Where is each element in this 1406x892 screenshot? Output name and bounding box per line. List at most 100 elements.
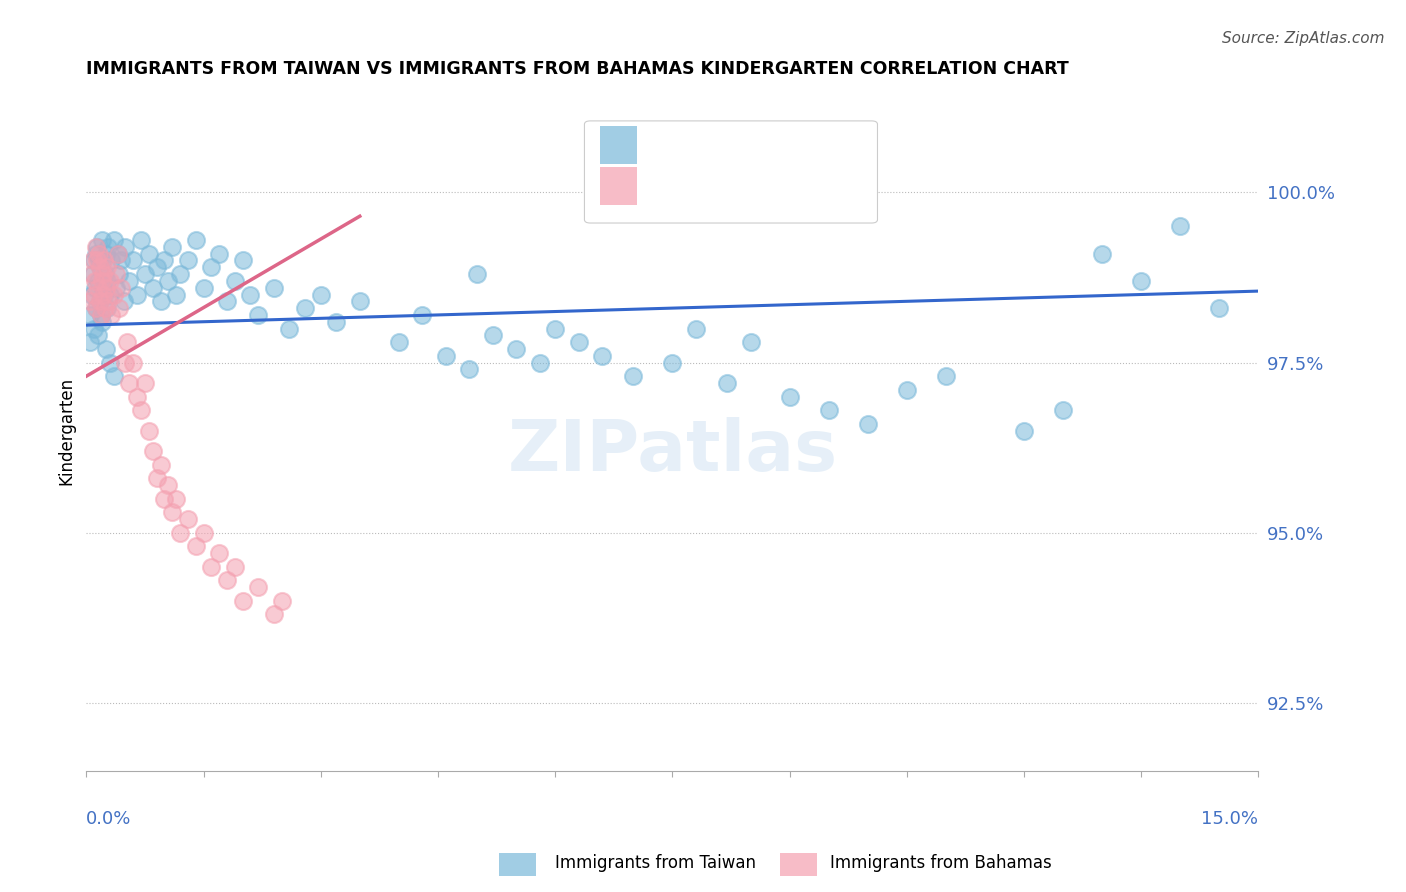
Text: Immigrants from Taiwan: Immigrants from Taiwan (555, 855, 756, 872)
Point (716, 376, 738, 390)
Bar (600, 167, 637, 204)
Point (125, 390, 148, 404)
Point (98, 287, 121, 301)
Point (162, 505, 184, 519)
Point (134, 267, 156, 281)
Point (91, 287, 114, 301)
Point (108, 267, 131, 281)
Point (114, 240, 136, 254)
Point (200, 559, 222, 574)
Text: 0.0%: 0.0% (86, 810, 132, 828)
Point (740, 335, 762, 350)
Point (83, 281, 105, 295)
Text: R = 0.032   N = 93: R = 0.032 N = 93 (647, 135, 804, 153)
Point (247, 580, 270, 594)
Point (165, 491, 187, 506)
Point (153, 253, 176, 268)
Point (177, 253, 200, 268)
Point (89, 260, 111, 275)
Point (621, 369, 644, 384)
Point (97, 240, 120, 254)
Point (935, 369, 957, 384)
Text: 15.0%: 15.0% (1201, 810, 1258, 828)
Point (411, 308, 433, 322)
Point (90, 308, 112, 322)
Point (896, 383, 918, 397)
Point (94, 301, 117, 315)
Point (481, 328, 503, 343)
Point (114, 355, 136, 369)
Point (82, 253, 104, 268)
Point (89, 260, 111, 275)
Point (118, 274, 141, 288)
Point (388, 335, 411, 350)
Point (98, 355, 121, 369)
Point (215, 574, 238, 588)
Point (87, 253, 110, 268)
Point (107, 246, 129, 260)
Point (1168, 219, 1191, 234)
Point (149, 294, 172, 309)
Point (200, 260, 222, 275)
Point (112, 294, 135, 309)
Point (100, 253, 122, 268)
Point (110, 281, 132, 295)
Point (90, 233, 112, 247)
Point (79, 335, 101, 350)
Point (89, 294, 111, 309)
Point (93, 253, 115, 268)
Point (98, 274, 121, 288)
Point (87, 246, 110, 260)
Point (96, 274, 118, 288)
Point (115, 335, 138, 350)
Point (94, 246, 117, 260)
Point (104, 267, 127, 281)
Point (685, 321, 707, 335)
Point (505, 342, 527, 356)
Point (153, 491, 176, 506)
Point (97, 294, 120, 309)
Point (142, 281, 165, 295)
Point (145, 260, 167, 275)
Point (224, 559, 246, 574)
Point (309, 287, 332, 301)
Bar (600, 127, 637, 164)
Point (86, 301, 108, 315)
Point (1012, 424, 1035, 438)
Point (1052, 403, 1074, 417)
Point (83, 274, 105, 288)
Point (93, 287, 115, 301)
Point (779, 390, 801, 404)
Point (1130, 274, 1153, 288)
Point (108, 301, 131, 315)
Point (94, 281, 117, 295)
Point (86, 240, 108, 254)
Point (100, 308, 122, 322)
Point (79, 294, 101, 309)
Point (165, 287, 187, 301)
Point (80, 287, 103, 301)
FancyBboxPatch shape (585, 121, 877, 223)
Point (91, 281, 114, 295)
Point (84, 246, 107, 260)
Point (83, 253, 105, 268)
Point (87, 274, 110, 288)
Point (129, 233, 152, 247)
Point (96, 301, 118, 315)
Point (1208, 301, 1230, 315)
Point (263, 281, 285, 295)
Point (169, 267, 191, 281)
Point (83, 321, 105, 335)
Text: ZIPatlas: ZIPatlas (508, 417, 838, 485)
Point (83, 287, 105, 301)
Point (94, 342, 117, 356)
Point (80, 267, 103, 281)
Point (122, 355, 145, 369)
Point (138, 424, 160, 438)
Point (94, 267, 117, 281)
Point (239, 287, 262, 301)
Point (90, 274, 112, 288)
Point (856, 417, 879, 431)
Point (208, 546, 231, 560)
Point (169, 525, 191, 540)
